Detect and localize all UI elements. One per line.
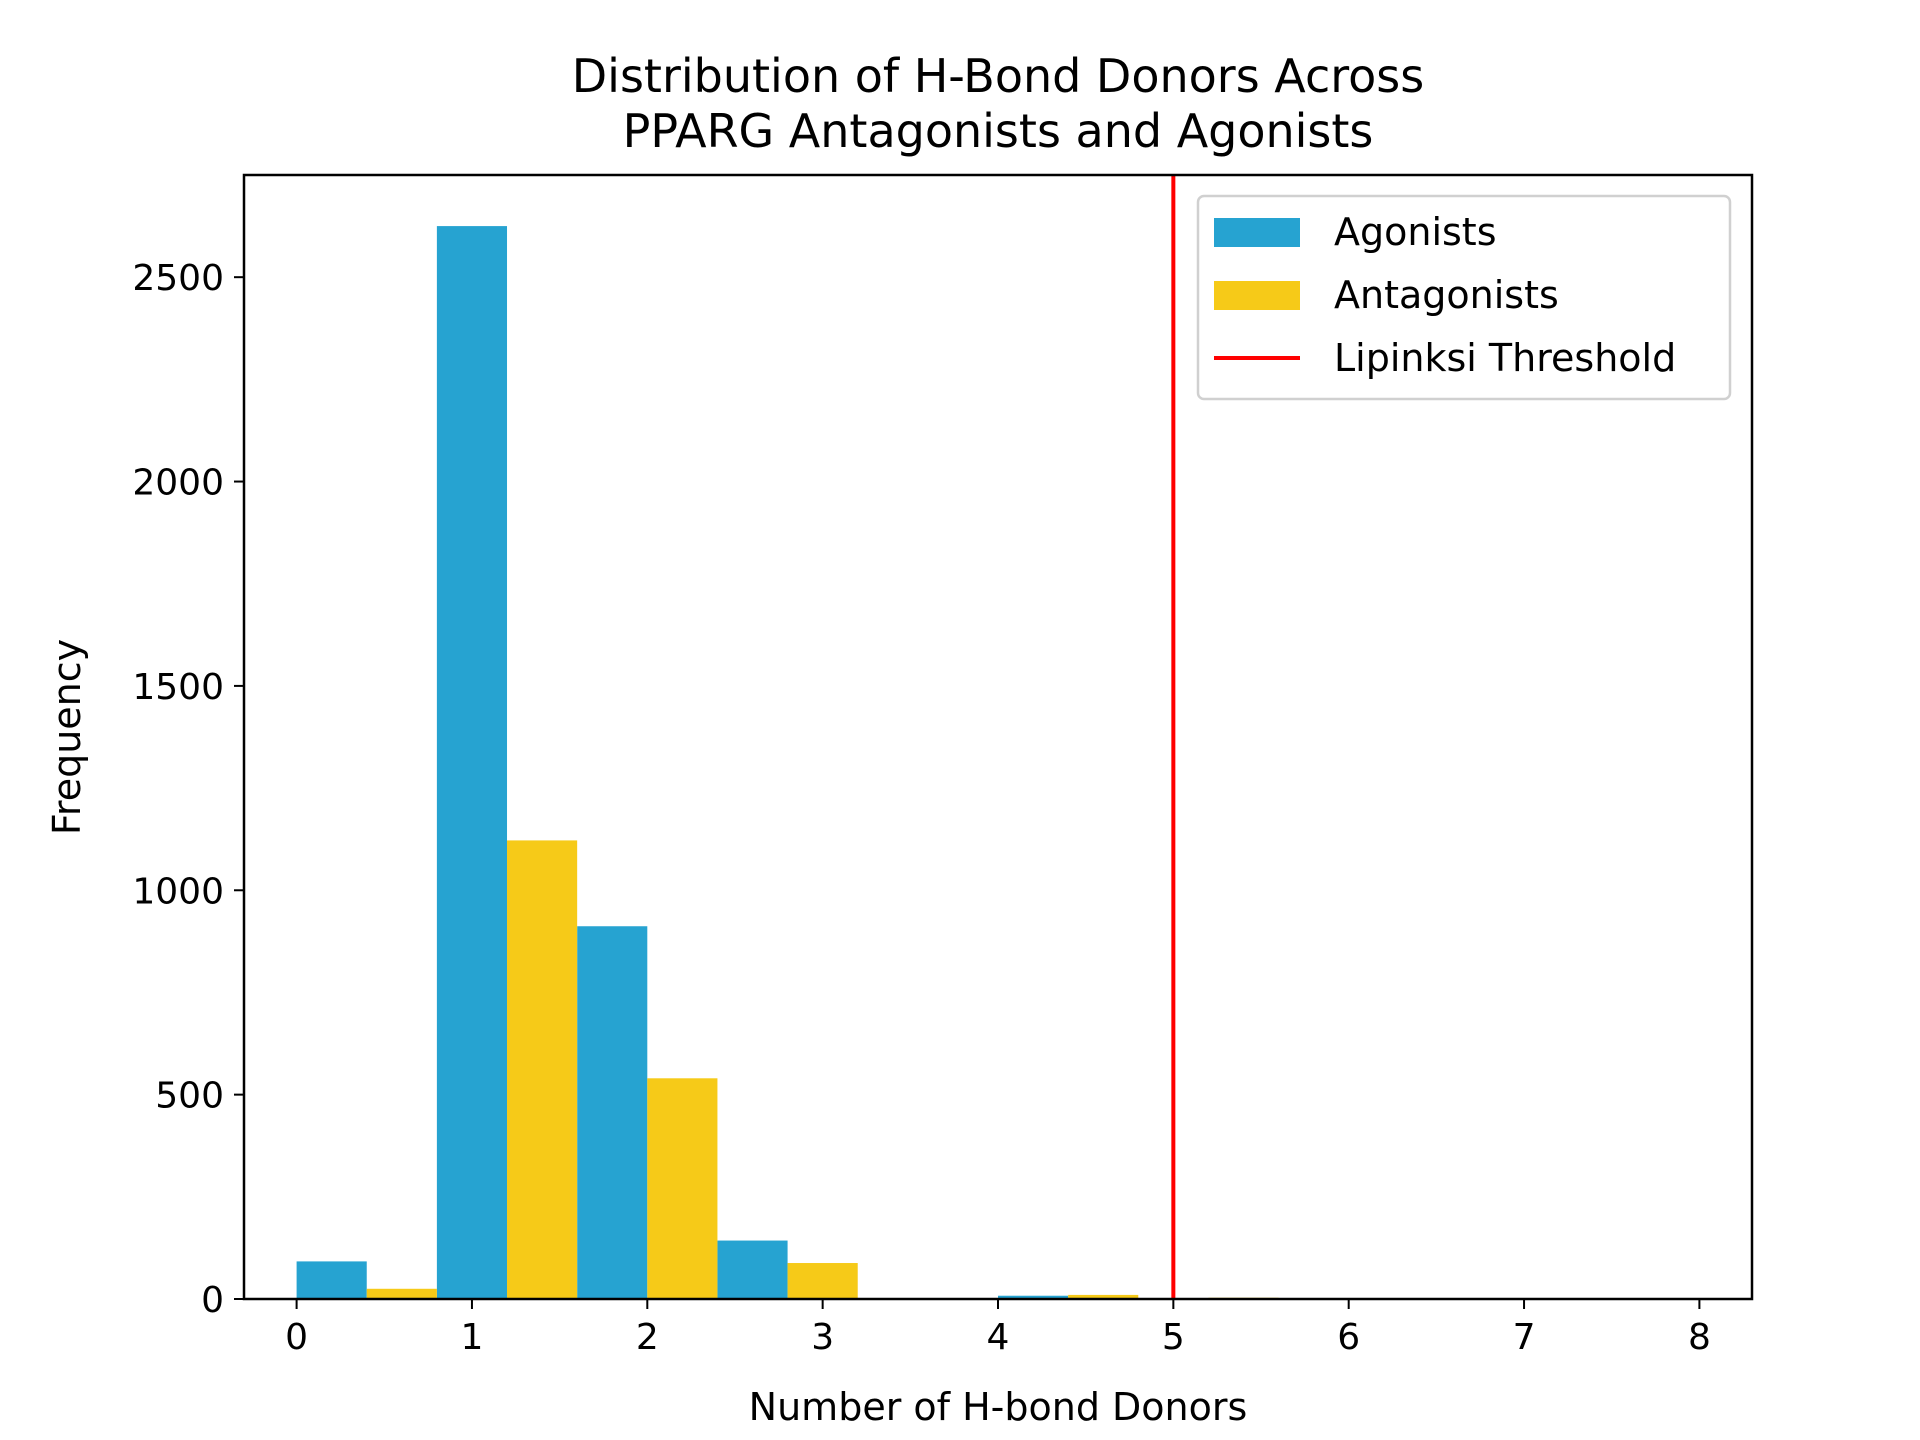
bar-agonists-5 — [998, 1295, 1069, 1299]
legend-label-threshold: Lipinksi Threshold — [1334, 336, 1676, 380]
legend-label-agonists: Agonists — [1334, 210, 1497, 254]
y-tick-label-500: 500 — [155, 1076, 224, 1117]
legend: Agonists Antagonists Lipinksi Threshold — [1196, 194, 1732, 401]
chart-title-line-1: Distribution of H-Bond Donors Across — [572, 49, 1424, 103]
y-tick-label-2500: 2500 — [132, 258, 224, 299]
x-tick-label-6: 6 — [1337, 1317, 1360, 1358]
bar-agonists-3 — [717, 1240, 788, 1299]
x-tick-label-0: 0 — [285, 1317, 308, 1358]
x-tick-label-8: 8 — [1688, 1317, 1711, 1358]
x-tick-label-2: 2 — [636, 1317, 659, 1358]
bar-antagonists-0 — [366, 1288, 437, 1299]
y-tick-label-1000: 1000 — [132, 871, 224, 912]
bar-agonists-1 — [436, 226, 508, 1300]
chart-title-line-2: PPARG Antagonists and Agonists — [623, 104, 1374, 158]
legend-swatch-agonists — [1214, 218, 1300, 247]
x-axis: 0 1 2 3 4 5 6 7 8 — [285, 1299, 1711, 1358]
y-axis-label: Frequency — [45, 639, 89, 835]
x-tick-label-5: 5 — [1162, 1317, 1185, 1358]
legend-frame — [1196, 194, 1732, 401]
x-tick-label-7: 7 — [1513, 1317, 1536, 1358]
legend-swatch-antagonists — [1214, 281, 1300, 310]
y-tick-label-1500: 1500 — [132, 667, 224, 708]
y-tick-label-2000: 2000 — [132, 463, 224, 504]
x-tick-label-4: 4 — [987, 1317, 1010, 1358]
legend-label-antagonists: Antagonists — [1334, 273, 1559, 317]
bar-antagonists-5 — [1068, 1294, 1139, 1299]
bar-agonists-2 — [577, 926, 648, 1299]
x-tick-label-3: 3 — [811, 1317, 834, 1358]
y-tick-label-0: 0 — [201, 1280, 224, 1321]
x-tick-label-1: 1 — [461, 1317, 484, 1358]
y-axis: 0 500 1000 1500 2000 2500 — [132, 258, 244, 1321]
bars-layer — [296, 226, 1279, 1300]
bar-antagonists-2 — [647, 1078, 718, 1299]
bar-agonists-0 — [296, 1261, 367, 1299]
x-axis-label: Number of H-bond Donors — [749, 1385, 1248, 1429]
bar-antagonists-1 — [507, 840, 578, 1299]
bar-antagonists-3 — [787, 1263, 858, 1299]
